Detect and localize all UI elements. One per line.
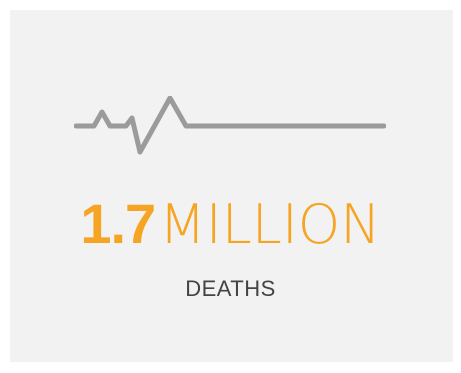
heartbeat-line-icon [74,96,386,155]
stat-unit: MILLION [159,193,381,256]
stat-number: 1.7 [80,192,156,255]
stat-card [10,10,453,362]
heartbeat-line [74,96,386,155]
stat-label: DEATHS [185,276,276,301]
stat-headline: 1.7MILLION [0,196,461,252]
